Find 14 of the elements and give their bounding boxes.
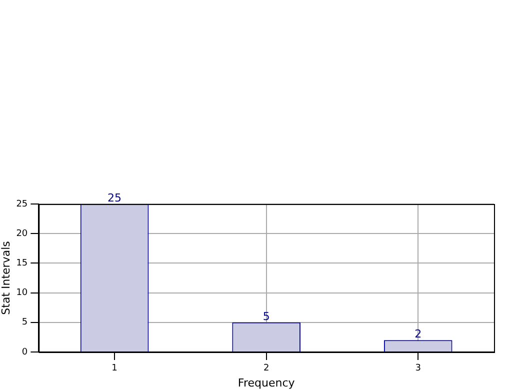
y-tick-label: 20	[16, 228, 28, 239]
y-axis-title: Stat Intervals	[0, 240, 12, 315]
x-tick-label: 2	[263, 364, 270, 374]
x-tick-label: 3	[415, 364, 421, 374]
x-axis-title: Frequency	[238, 376, 296, 390]
y-tick-label: 5	[22, 318, 28, 328]
data-label: 2	[414, 328, 422, 341]
data-label: 25	[108, 191, 122, 204]
y-tick-label: 15	[16, 258, 28, 269]
y-tick-label: 0	[22, 347, 28, 358]
data-label: 5	[262, 310, 270, 323]
x-tick-label: 1	[112, 364, 118, 374]
y-tick-label: 25	[16, 199, 28, 210]
y-tick-label: 10	[16, 288, 28, 298]
